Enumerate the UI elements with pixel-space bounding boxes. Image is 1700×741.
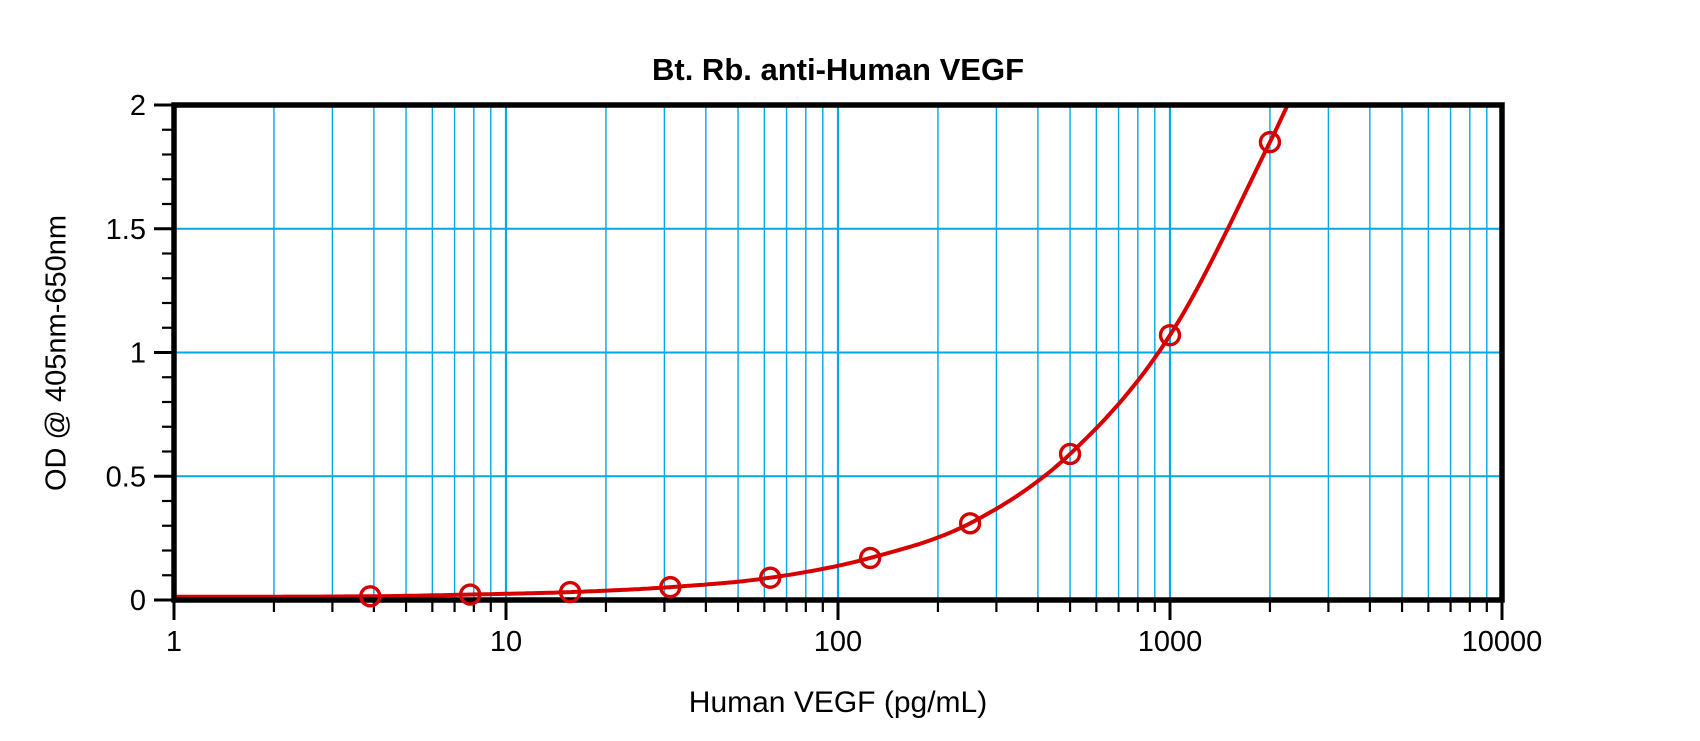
y-tick-label: 0.5 — [106, 461, 146, 493]
data-point-markers — [359, 130, 1282, 608]
series-curve — [174, 103, 1291, 598]
y-tick-label: 2 — [130, 90, 146, 122]
chart-title: Bt. Rb. anti-Human VEGF — [652, 52, 1024, 87]
plot-border — [171, 102, 1505, 603]
plot-frame — [171, 102, 1505, 603]
data-point-marker — [659, 575, 682, 599]
standard-curve-path — [174, 103, 1291, 598]
x-tick-label: 1000 — [1138, 626, 1203, 658]
y-tick-label: 1.5 — [106, 214, 146, 246]
data-point-marker — [359, 585, 382, 608]
gridlines — [174, 105, 1502, 600]
data-point-marker — [1158, 323, 1182, 347]
x-tick-label: 10000 — [1462, 626, 1543, 658]
data-point-marker — [958, 512, 982, 535]
x-axis-title: Human VEGF (pg/mL) — [688, 686, 988, 719]
x-tick-label: 10 — [490, 626, 522, 658]
x-tick-label: 100 — [814, 626, 862, 658]
y-tick-label: 0 — [130, 585, 146, 617]
y-tick-label: 1 — [130, 338, 146, 370]
data-point-marker — [759, 566, 782, 589]
axis-tick-labels: 1 10 100 1000 10000 0 0.5 1 1.5 2 — [106, 90, 1543, 658]
data-point-marker — [558, 580, 582, 604]
axis-ticks — [154, 103, 1504, 620]
data-point-marker — [458, 583, 482, 606]
data-point-marker — [858, 546, 882, 570]
x-tick-label: 1 — [166, 626, 182, 658]
data-point-marker — [1058, 442, 1082, 466]
data-point-marker — [1258, 130, 1282, 154]
